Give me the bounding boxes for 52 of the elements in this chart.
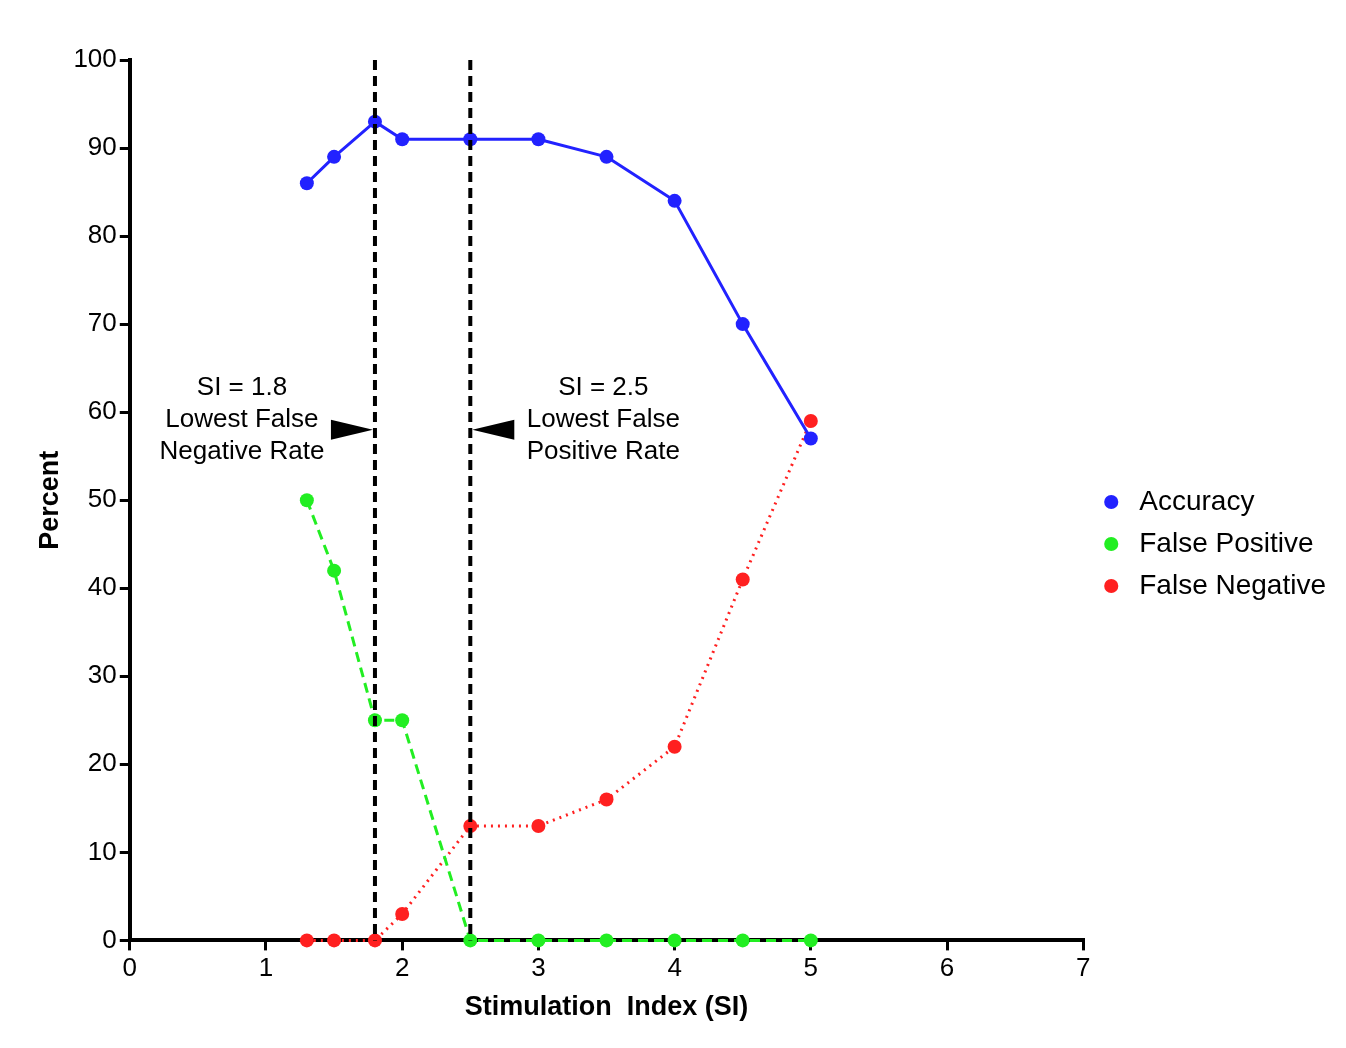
- point: [367, 933, 382, 948]
- x-tick-label: 4: [667, 952, 682, 983]
- y-tick-label: 80: [87, 219, 117, 250]
- x-tick-label: 6: [939, 952, 955, 983]
- x-tick-label: 1: [258, 952, 274, 983]
- point: [395, 906, 410, 921]
- point: [531, 933, 546, 948]
- legend-label: False Negative: [1139, 568, 1327, 600]
- y-tick-label: 30: [87, 659, 117, 690]
- point: [599, 792, 614, 807]
- legend-label: Accuracy: [1139, 484, 1255, 516]
- point: [327, 149, 342, 164]
- y-tick-label: 100: [73, 43, 117, 74]
- point: [803, 933, 818, 948]
- annotation: SI = 2.5 Lowest False Positive Rate: [526, 370, 680, 465]
- y-tick-label: 0: [102, 923, 117, 954]
- point: [299, 176, 314, 191]
- x-axis-title: Stimulation Index (SI): [464, 991, 749, 1022]
- y-tick-label: 90: [87, 131, 117, 162]
- point: [395, 132, 410, 147]
- y-axis-title: Percent: [33, 450, 64, 550]
- point: [395, 713, 410, 728]
- point: [803, 413, 818, 428]
- x-tick-label: 0: [122, 952, 138, 983]
- y-tick-label: 20: [87, 747, 117, 778]
- point: [327, 933, 342, 948]
- x-tick-label: 3: [531, 952, 546, 983]
- y-tick-label: 60: [87, 395, 117, 426]
- point: [531, 132, 546, 147]
- point: [735, 933, 750, 948]
- y-tick-label: 10: [87, 835, 117, 866]
- point: [599, 933, 614, 948]
- legend-label: False Positive: [1139, 526, 1314, 558]
- y-tick-label: 70: [87, 307, 117, 338]
- point: [735, 572, 750, 587]
- point: [667, 739, 682, 754]
- y-tick-label: 40: [87, 571, 117, 602]
- point: [667, 933, 682, 948]
- y-tick-label: 50: [87, 483, 117, 514]
- x-tick-label: 2: [394, 952, 410, 983]
- x-tick-label: 5: [803, 952, 819, 983]
- point: [667, 193, 682, 208]
- annotation: SI = 1.8 Lowest False Negative Rate: [159, 370, 325, 465]
- x-tick-label: 7: [1076, 952, 1091, 983]
- point: [463, 933, 478, 948]
- point: [299, 933, 314, 948]
- point: [735, 317, 750, 332]
- point: [803, 431, 818, 446]
- point: [327, 563, 342, 578]
- point: [599, 149, 614, 164]
- point: [299, 493, 314, 508]
- point: [531, 818, 546, 833]
